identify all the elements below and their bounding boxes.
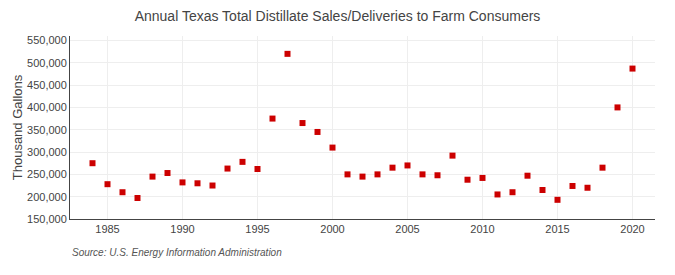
svg-text:1990: 1990 xyxy=(170,223,194,235)
svg-text:450,000: 450,000 xyxy=(27,79,67,91)
svg-text:Annual Texas Total Distillate: Annual Texas Total Distillate Sales/Deli… xyxy=(135,8,541,24)
svg-text:1985: 1985 xyxy=(95,223,119,235)
svg-text:Thousand Gallons: Thousand Gallons xyxy=(10,74,25,180)
svg-text:2000: 2000 xyxy=(320,223,344,235)
svg-text:2015: 2015 xyxy=(545,223,569,235)
svg-text:1995: 1995 xyxy=(245,223,269,235)
svg-text:2020: 2020 xyxy=(620,223,644,235)
svg-text:350,000: 350,000 xyxy=(27,124,67,136)
svg-text:200,000: 200,000 xyxy=(27,191,67,203)
svg-text:150,000: 150,000 xyxy=(27,213,67,225)
svg-text:550,000: 550,000 xyxy=(27,34,67,46)
svg-text:Source: U.S. Energy Informatio: Source: U.S. Energy Information Administ… xyxy=(72,247,282,258)
svg-text:2010: 2010 xyxy=(470,223,494,235)
svg-text:500,000: 500,000 xyxy=(27,57,67,69)
svg-text:300,000: 300,000 xyxy=(27,146,67,158)
svg-text:400,000: 400,000 xyxy=(27,101,67,113)
svg-text:2005: 2005 xyxy=(395,223,419,235)
svg-text:250,000: 250,000 xyxy=(27,168,67,180)
